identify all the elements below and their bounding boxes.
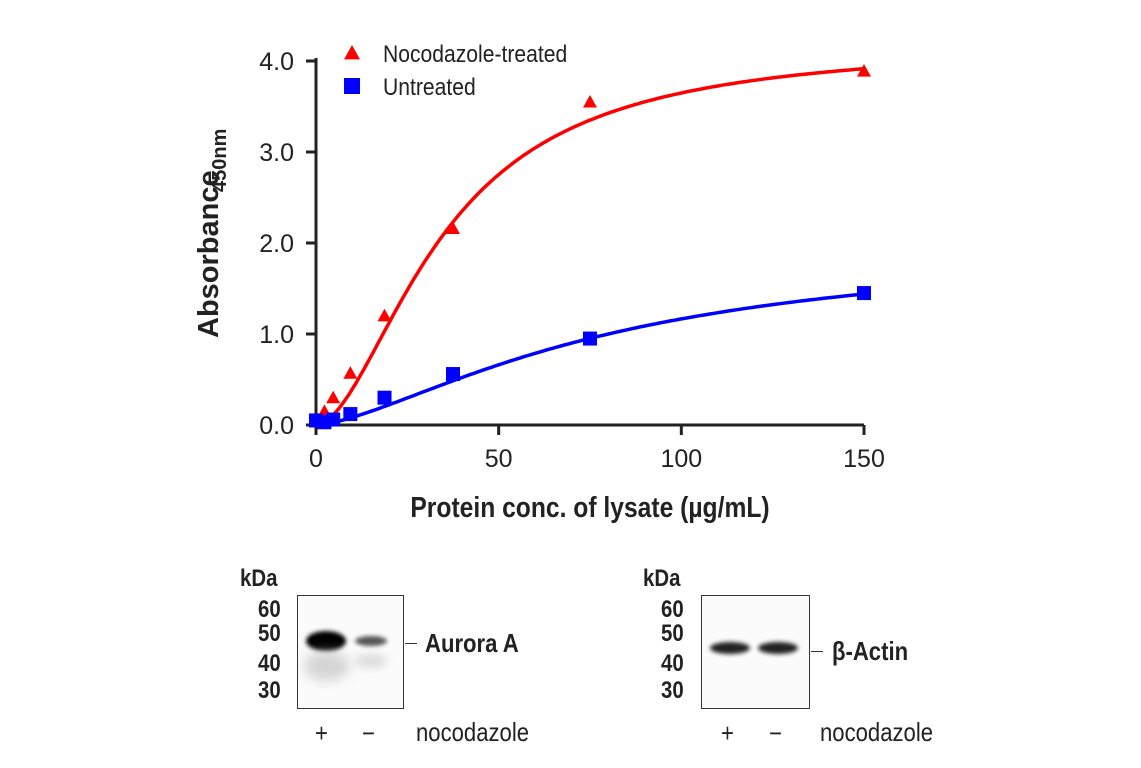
target-label: Aurora A bbox=[425, 628, 519, 658]
y-tick-label: 4.0 bbox=[259, 48, 294, 76]
marker-60: 60 bbox=[661, 596, 684, 623]
lane-label-minus: − bbox=[362, 718, 375, 748]
marker-40: 40 bbox=[258, 650, 281, 677]
data-point bbox=[446, 367, 460, 382]
legend-label: Nocodazole-treated bbox=[383, 41, 567, 68]
elisa-chart: 0 50 100 150 0.0 1.0 2.0 3.0 4.0 Protein conc. of… bbox=[193, 41, 885, 524]
data-point bbox=[377, 390, 392, 405]
marker-30: 30 bbox=[258, 677, 281, 704]
y-tick-label: 2.0 bbox=[259, 230, 294, 258]
band-lane-plus bbox=[710, 642, 750, 654]
legend-marker bbox=[344, 45, 360, 60]
band-lane-minus bbox=[355, 636, 387, 646]
data-point bbox=[343, 366, 358, 379]
data-point bbox=[446, 221, 460, 235]
y-axis-title-subscript: 450nm bbox=[209, 129, 231, 192]
treatment-label: nocodazole bbox=[820, 717, 934, 747]
marker-30: 30 bbox=[661, 677, 684, 704]
band-lane-minus bbox=[758, 642, 798, 654]
kda-label: kDa bbox=[240, 565, 278, 592]
lane-label-minus: − bbox=[769, 718, 782, 748]
marker-60: 60 bbox=[258, 596, 281, 623]
smear-lane-minus bbox=[355, 654, 387, 668]
data-point bbox=[343, 407, 358, 422]
fit-curve-1 bbox=[315, 292, 865, 427]
y-axis-title: Absorbance bbox=[193, 170, 225, 338]
treatment-label: nocodazole bbox=[416, 717, 530, 747]
data-point bbox=[377, 308, 392, 322]
target-label: β-Actin bbox=[832, 636, 909, 666]
data-point bbox=[857, 64, 871, 77]
data-point bbox=[857, 286, 871, 301]
x-tick-label: 50 bbox=[485, 445, 513, 473]
x-axis-title: Protein conc. of lysate (µg/mL) bbox=[410, 491, 769, 523]
y-tick-label: 1.0 bbox=[259, 321, 294, 349]
lane-label-plus: + bbox=[315, 718, 328, 748]
data-point bbox=[326, 390, 341, 404]
blot-image bbox=[701, 595, 810, 709]
lane-label-plus: + bbox=[721, 718, 734, 748]
marker-40: 40 bbox=[661, 650, 684, 677]
data-point bbox=[326, 412, 341, 427]
x-tick-label: 0 bbox=[309, 445, 323, 473]
blot-image bbox=[297, 595, 404, 709]
band-lane-plus bbox=[306, 631, 346, 651]
band-pointer bbox=[811, 651, 823, 652]
smear-lane-plus bbox=[304, 651, 350, 681]
x-tick-label: 100 bbox=[660, 445, 702, 473]
kda-label: kDa bbox=[643, 565, 681, 592]
x-tick-label: 150 bbox=[843, 445, 885, 473]
data-point bbox=[583, 331, 597, 346]
marker-50: 50 bbox=[661, 620, 684, 647]
y-tick-label: 0.0 bbox=[259, 412, 294, 440]
y-tick-label: 3.0 bbox=[259, 139, 294, 167]
marker-50: 50 bbox=[258, 620, 281, 647]
data-point bbox=[583, 94, 597, 108]
legend-marker bbox=[344, 78, 360, 94]
band-pointer bbox=[405, 643, 417, 644]
legend-label: Untreated bbox=[383, 74, 476, 101]
fit-curve-0 bbox=[315, 66, 865, 427]
